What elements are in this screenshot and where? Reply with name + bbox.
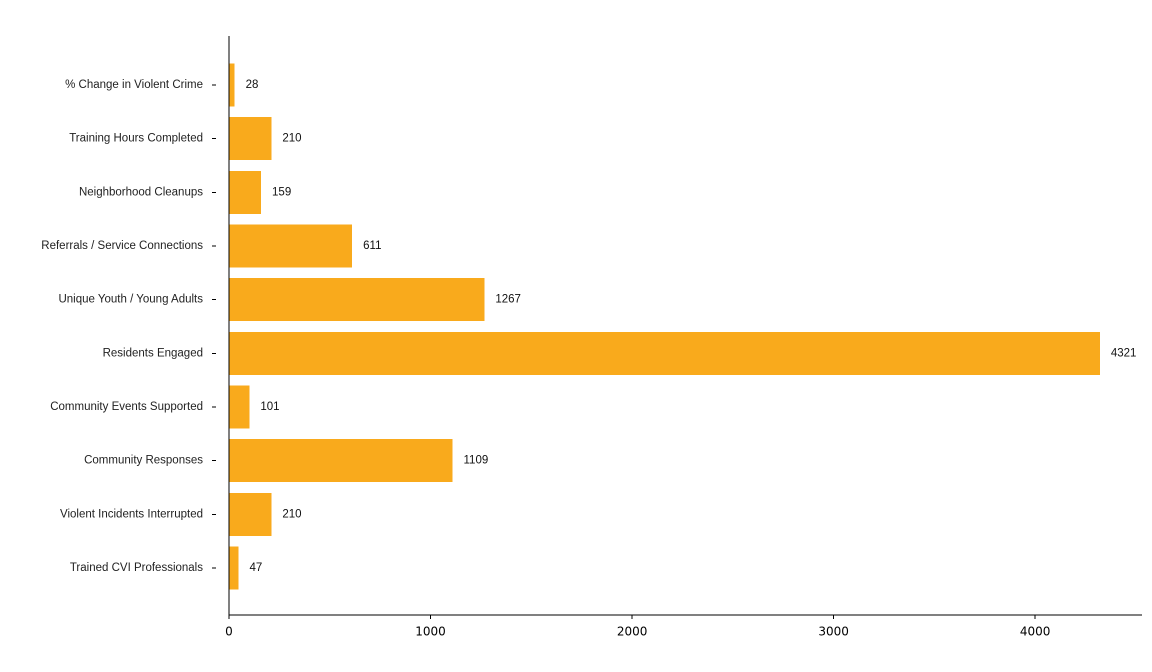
bar	[229, 63, 235, 107]
value-label: 4321	[1111, 347, 1137, 359]
bars-layer	[229, 63, 1100, 590]
category-label: % Change in Violent Crime	[65, 79, 203, 91]
labels-layer: % Change in Violent Crime 28 Training Hour…	[41, 79, 1136, 574]
value-label: 1109	[464, 455, 489, 467]
value-label: 1267	[495, 294, 521, 306]
value-label: 47	[249, 562, 262, 574]
x-tick-label: 1000	[415, 625, 446, 639]
value-label: 611	[363, 240, 381, 252]
bar	[229, 439, 453, 483]
bar	[229, 170, 262, 214]
category-label: Residents Engaged	[103, 347, 203, 359]
bar	[229, 331, 1100, 375]
axes-layer	[228, 36, 1142, 616]
x-tick-label: 4000	[1020, 625, 1051, 639]
category-label: Community Events Supported	[50, 401, 203, 413]
value-label: 28	[246, 79, 259, 91]
value-label: 210	[282, 133, 301, 145]
bar	[229, 492, 272, 536]
category-label: Referrals / Service Connections	[41, 240, 203, 252]
category-label: Training Hours Completed	[69, 133, 203, 145]
category-label: Neighborhood Cleanups	[79, 186, 203, 198]
bar	[229, 117, 272, 161]
x-tick-label: 0	[225, 625, 233, 639]
category-label: Community Responses	[84, 455, 203, 467]
bar	[229, 385, 250, 429]
category-label: Trained CVI Professionals	[70, 562, 203, 574]
category-label: Unique Youth / Young Adults	[58, 294, 203, 306]
bar	[229, 224, 353, 268]
bar	[229, 546, 239, 590]
bar	[229, 278, 485, 322]
x-tick-label: 2000	[617, 625, 648, 639]
value-label: 159	[272, 186, 291, 198]
value-label: 101	[260, 401, 279, 413]
x-tick-label: 3000	[818, 625, 849, 639]
x-axis-ticks: 0 1000 2000 3000 4000	[225, 615, 1050, 639]
category-label: Violent Incidents Interrupted	[60, 508, 203, 520]
value-label: 210	[282, 508, 301, 520]
